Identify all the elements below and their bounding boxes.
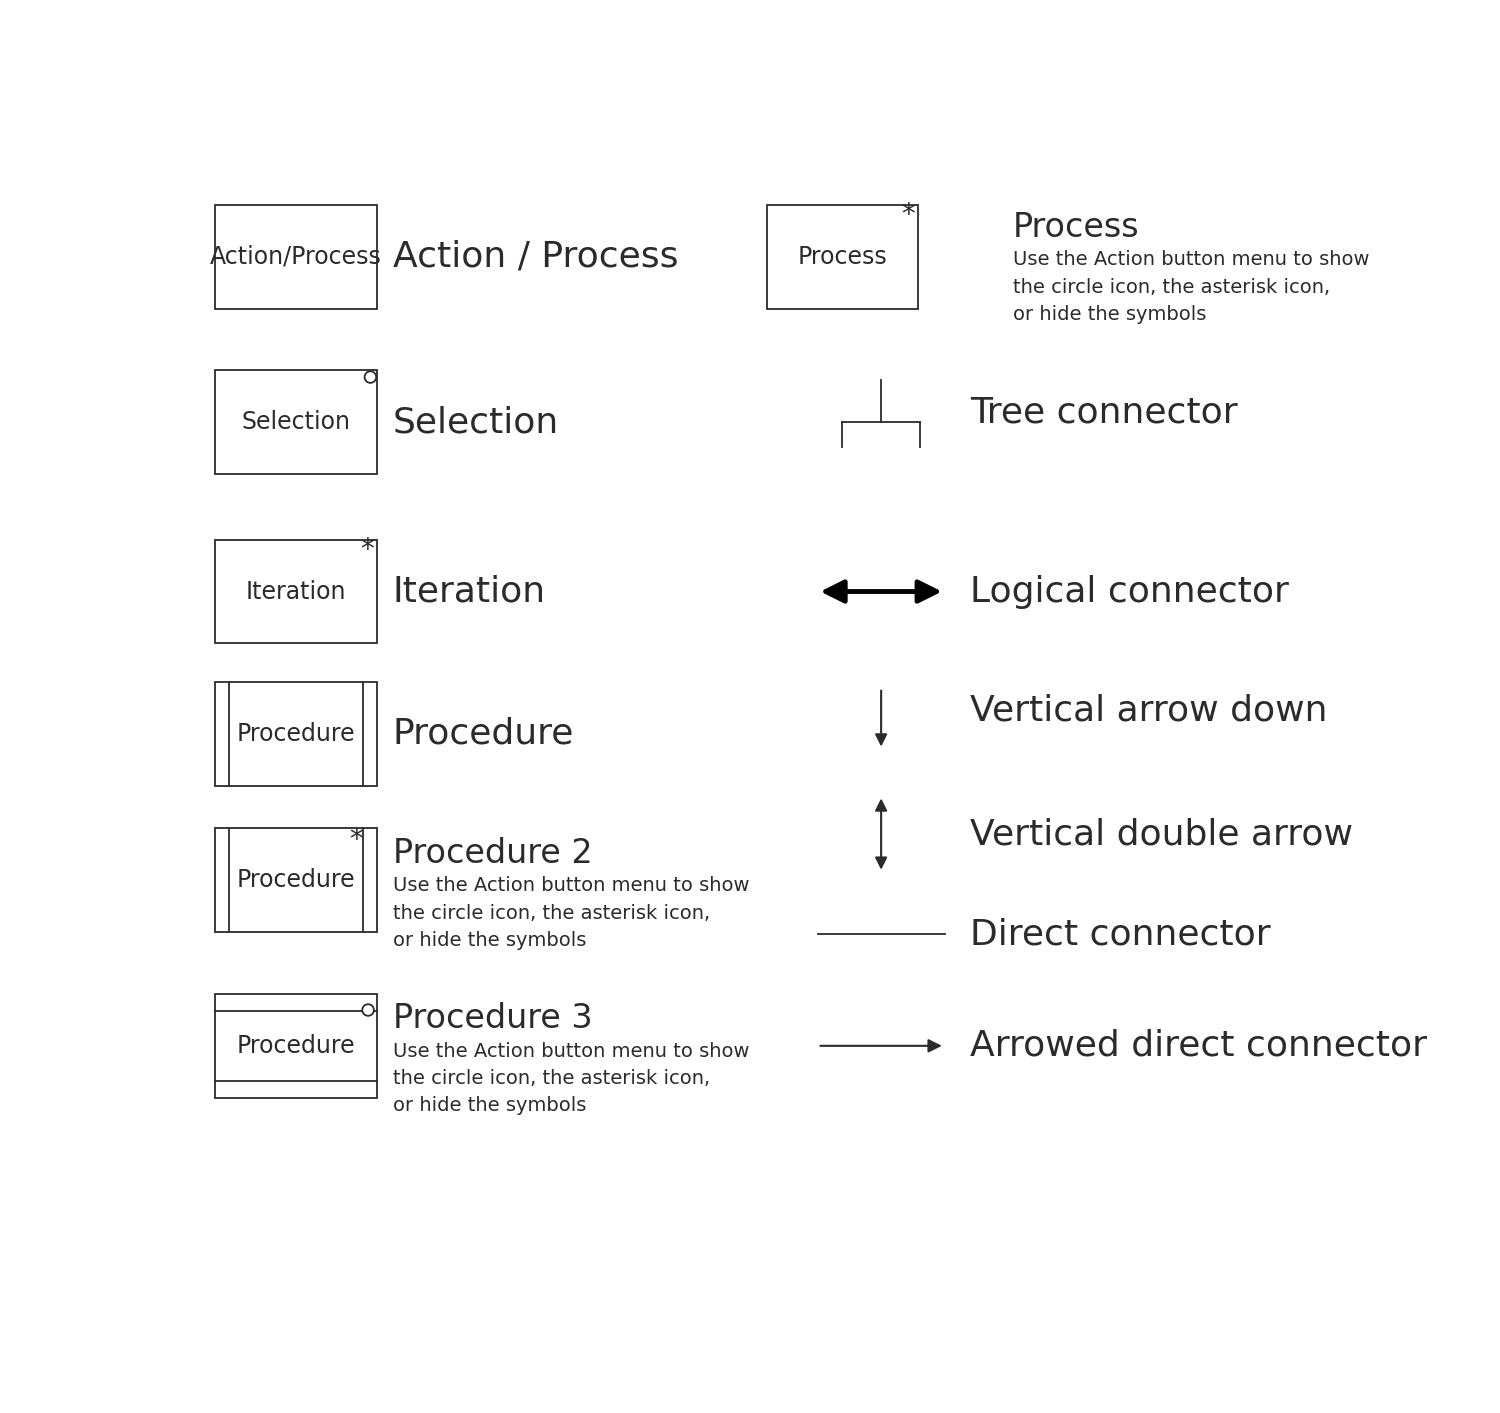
Text: Action / Process: Action / Process xyxy=(393,240,678,274)
Text: Use the Action button menu to show
the circle icon, the asterisk icon,
or hide t: Use the Action button menu to show the c… xyxy=(393,876,750,950)
Text: Procedure: Procedure xyxy=(237,1034,356,1058)
FancyBboxPatch shape xyxy=(214,205,378,308)
Text: Iteration: Iteration xyxy=(246,579,346,603)
Text: Procedure: Procedure xyxy=(237,722,356,746)
FancyBboxPatch shape xyxy=(214,540,378,643)
Text: Selection: Selection xyxy=(393,406,560,439)
Circle shape xyxy=(364,372,376,383)
Text: Procedure: Procedure xyxy=(237,868,356,892)
FancyBboxPatch shape xyxy=(766,205,918,308)
Text: Arrowed direct connector: Arrowed direct connector xyxy=(970,1029,1428,1063)
FancyBboxPatch shape xyxy=(214,682,378,786)
Text: Logical connector: Logical connector xyxy=(970,575,1288,609)
Text: Procedure 2: Procedure 2 xyxy=(393,836,592,870)
Text: Tree connector: Tree connector xyxy=(970,396,1238,430)
FancyBboxPatch shape xyxy=(214,370,378,475)
Text: Vertical arrow down: Vertical arrow down xyxy=(970,694,1328,728)
Text: Process: Process xyxy=(798,244,888,268)
Text: Iteration: Iteration xyxy=(393,575,546,609)
Text: Direct connector: Direct connector xyxy=(970,917,1270,951)
Text: Vertical double arrow: Vertical double arrow xyxy=(970,817,1353,851)
Circle shape xyxy=(363,1005,374,1016)
Text: Use the Action button menu to show
the circle icon, the asterisk icon,
or hide t: Use the Action button menu to show the c… xyxy=(1013,250,1370,324)
FancyBboxPatch shape xyxy=(214,828,378,933)
Text: Action/Process: Action/Process xyxy=(210,244,382,268)
Text: Procedure: Procedure xyxy=(393,716,574,750)
FancyBboxPatch shape xyxy=(214,993,378,1098)
Text: Selection: Selection xyxy=(242,410,351,434)
Text: *: * xyxy=(350,825,363,853)
Text: Use the Action button menu to show
the circle icon, the asterisk icon,
or hide t: Use the Action button menu to show the c… xyxy=(393,1041,750,1115)
Text: Procedure 3: Procedure 3 xyxy=(393,1002,592,1036)
Text: *: * xyxy=(902,201,915,229)
Text: Process: Process xyxy=(1013,211,1140,244)
Text: *: * xyxy=(360,536,374,564)
